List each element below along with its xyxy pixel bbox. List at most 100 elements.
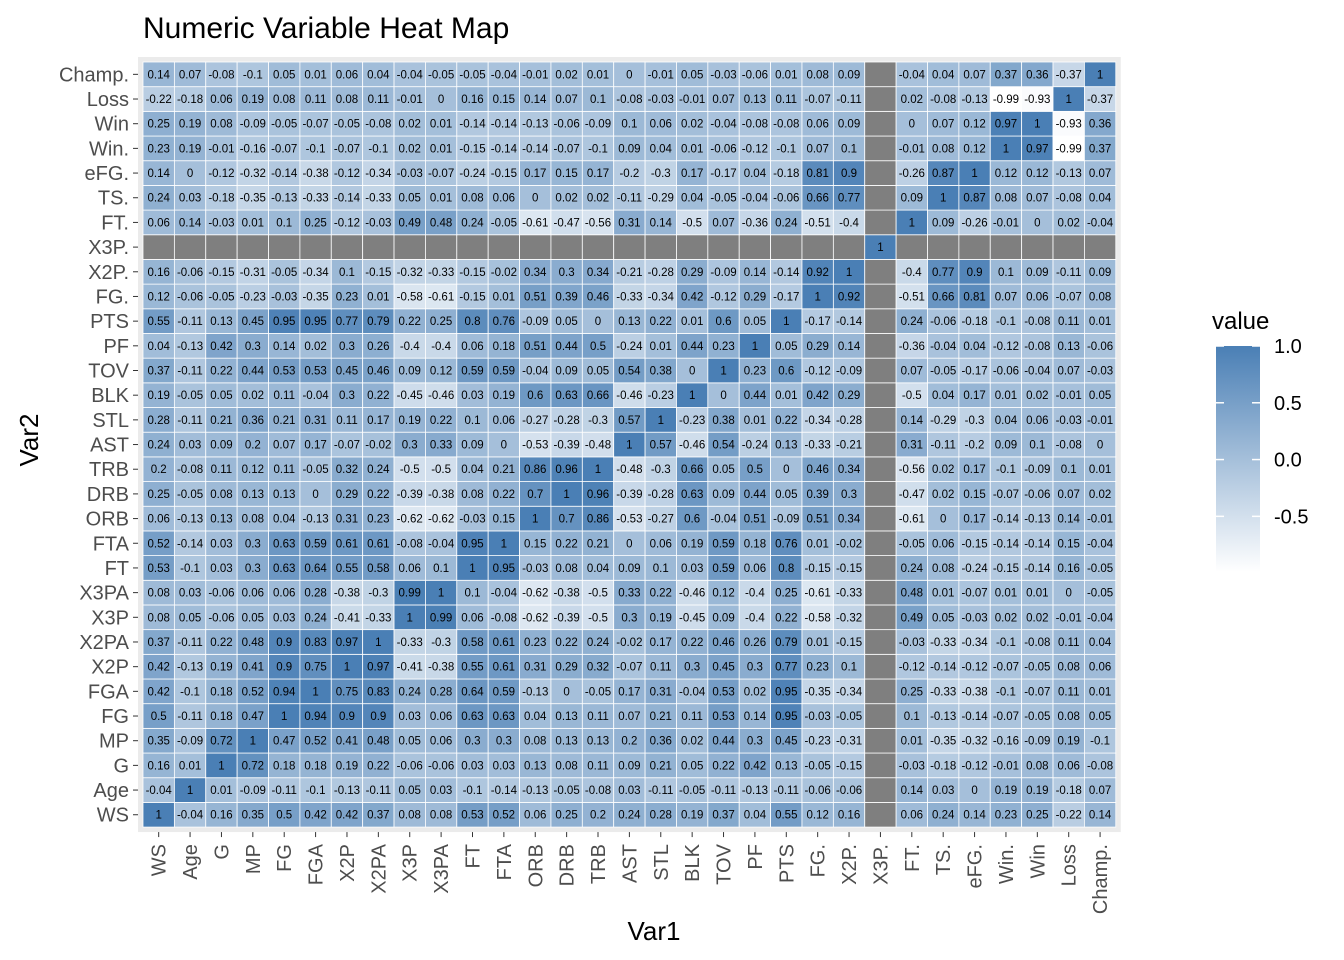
heatmap-cell [268,802,301,828]
heatmap-cell [581,160,615,186]
cell-value-label: -0.06 [993,366,1019,378]
heatmap-cell [1021,703,1054,729]
heatmap-cell [613,555,646,581]
heatmap-cell [299,579,332,606]
cell-value-label: 0.09 [618,143,640,155]
heatmap-cell [801,579,834,606]
heatmap-cell [173,752,207,779]
heatmap-cell [864,431,897,458]
heatmap-cell [487,86,520,112]
cell-value-label: -0.14 [773,267,800,279]
heatmap-cell [550,407,583,433]
heatmap-cell [581,431,615,458]
cell-value-label: -0.14 [271,168,298,180]
cell-value-label: 0.99 [430,612,452,624]
cell-value-label: 0 [563,686,569,698]
cell-value-label: 0.01 [1026,588,1048,600]
cell-value-label: 1 [250,736,256,748]
cell-value-label: 0.04 [650,143,673,155]
cell-value-label: 0 [532,193,538,205]
cell-value-label: 0.61 [493,637,515,649]
heatmap-cell [519,407,552,433]
heatmap-cell [205,357,238,384]
heatmap-cell [1052,382,1085,408]
cell-value-label: -0.11 [617,193,642,205]
heatmap-cell [770,530,803,556]
heatmap-cell [1021,209,1054,236]
cell-value-label: 0.61 [493,662,515,674]
heatmap-cell [958,653,991,680]
cell-value-label: 0.3 [245,538,261,550]
cell-value-label: 1 [532,514,538,526]
cell-value-label: 0.58 [461,637,483,649]
heatmap-cell [1084,382,1117,408]
heatmap-cell [142,234,175,260]
cell-value-label: -0.34 [805,415,832,427]
cell-value-label: 0.08 [932,563,954,575]
cell-value-label: 0.07 [273,440,295,452]
heatmap-cell [456,234,489,260]
cell-value-label: 0.08 [806,69,828,81]
heatmap-cell [299,481,332,507]
cell-value-label: -0.08 [1024,637,1050,649]
cell-value-label: 0 [783,464,789,476]
cell-value-label: 1 [312,686,318,698]
cell-value-label: -0.47 [899,489,925,501]
cell-value-label: 0.37 [995,69,1017,81]
cell-value-label: -0.1 [588,143,608,155]
heatmap-cell [707,407,740,433]
heatmap-cell [142,283,175,310]
heatmap-cell [1084,407,1117,433]
heatmap-cell [1052,555,1085,581]
cell-value-label: 0.63 [681,489,703,501]
cell-value-label: 0.06 [430,736,452,748]
cell-value-label: -0.14 [930,662,957,674]
heatmap-cell [738,135,771,162]
cell-value-label: 0.36 [1089,119,1111,131]
cell-value-label: -0.12 [334,168,360,180]
heatmap-cell [142,259,175,285]
cell-value-label: 0.17 [587,168,609,180]
heatmap-cell [581,555,615,581]
cell-value-label: 0.07 [1058,489,1080,501]
heatmap-cell [142,135,175,162]
cell-value-label: 0.02 [399,143,421,155]
cell-value-label: 0.6 [716,316,732,328]
heatmap-cell [268,505,301,532]
cell-value-label: 0.19 [995,785,1017,797]
cell-value-label: -0.26 [899,168,925,180]
cell-value-label: 0.17 [963,514,985,526]
heatmap-cell [989,357,1023,384]
cell-value-label: 0.75 [304,662,326,674]
cell-value-label: 0.1 [841,662,857,674]
cell-value-label: -0.4 [400,341,420,353]
cell-value-label: -0.28 [836,415,862,427]
heatmap-cell [550,579,583,606]
cell-value-label: 0.3 [339,341,355,353]
cell-value-label: 0.29 [681,267,703,279]
cell-value-label: 0.23 [995,810,1017,822]
y-tick-label: Loss [87,89,129,111]
cell-value-label: -0.05 [177,390,203,402]
heatmap-cell [173,135,207,162]
cell-value-label: 0.08 [242,514,264,526]
heatmap-cell [864,752,897,779]
cell-value-label: -0.15 [836,637,862,649]
heatmap-cell [393,259,426,285]
heatmap-cell [958,184,991,211]
cell-value-label: 0.05 [399,785,421,797]
cell-value-label: -0.14 [177,538,204,550]
cell-value-label: 0.6 [527,390,543,402]
heatmap-cell [989,555,1023,581]
cell-value-label: 0.03 [273,612,295,624]
heatmap-cell [958,135,991,162]
cell-value-label: -0.04 [177,810,204,822]
heatmap-cell [738,653,771,680]
cell-value-label: -0.08 [177,464,203,476]
cell-value-label: 0.05 [681,69,703,81]
cell-value-label: -0.07 [1056,291,1082,303]
cell-value-label: 0 [1066,588,1072,600]
heatmap-cell [519,382,552,408]
heatmap-cell [676,530,709,556]
heatmap-cell [1084,703,1117,729]
